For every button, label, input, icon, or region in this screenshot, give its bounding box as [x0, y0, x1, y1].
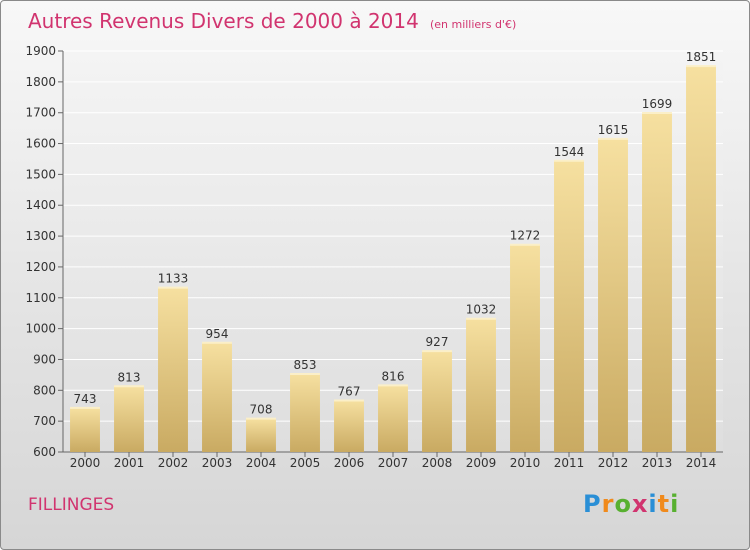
bar	[554, 160, 584, 452]
y-tick-label: 1000	[25, 322, 56, 336]
x-tick-label: 2011	[554, 456, 585, 470]
y-tick-label: 1100	[25, 291, 56, 305]
bar	[158, 287, 188, 452]
bar	[466, 318, 496, 452]
bar	[378, 385, 408, 452]
data-label: 1272	[510, 229, 541, 243]
x-tick-label: 2010	[510, 456, 541, 470]
bar	[334, 400, 364, 452]
x-tick-label: 2013	[642, 456, 673, 470]
chart-title: Autres Revenus Divers de 2000 à 2014	[28, 9, 419, 33]
data-label: 813	[118, 370, 141, 384]
data-label: 853	[294, 358, 317, 372]
y-tick-label: 700	[33, 414, 56, 428]
data-label: 954	[206, 327, 229, 341]
y-tick-label: 1800	[25, 75, 56, 89]
y-tick-label: 1400	[25, 198, 56, 212]
x-tick-label: 2003	[202, 456, 233, 470]
y-tick-label: 1700	[25, 106, 56, 120]
data-label: 1851	[686, 50, 717, 64]
y-tick-label: 800	[33, 383, 56, 397]
bar	[422, 351, 452, 452]
y-tick-label: 1600	[25, 137, 56, 151]
y-tick-label: 1300	[25, 229, 56, 243]
bar	[70, 407, 100, 452]
logo-letter: P	[583, 490, 602, 518]
bar	[510, 244, 540, 452]
x-tick-label: 2014	[686, 456, 717, 470]
x-tick-label: 2009	[466, 456, 497, 470]
x-tick-label: 2000	[70, 456, 101, 470]
x-tick-label: 2005	[290, 456, 321, 470]
y-tick-label: 600	[33, 445, 56, 459]
data-label: 1032	[466, 303, 497, 317]
data-label: 1615	[598, 123, 629, 137]
x-tick-label: 2006	[334, 456, 365, 470]
data-label: 927	[426, 335, 449, 349]
chart-title-block: Autres Revenus Divers de 2000 à 2014 (en…	[28, 9, 516, 33]
bar	[202, 342, 232, 452]
data-label: 1699	[642, 97, 673, 111]
bar	[290, 373, 320, 452]
x-tick-label: 2007	[378, 456, 409, 470]
y-tick-label: 1500	[25, 167, 56, 181]
data-label: 767	[338, 384, 361, 398]
data-label: 1133	[158, 272, 189, 286]
proxiti-logo: Proxiti	[583, 490, 679, 518]
bar	[598, 138, 628, 452]
y-tick-label: 1200	[25, 260, 56, 274]
x-tick-label: 2004	[246, 456, 277, 470]
x-tick-label: 2012	[598, 456, 629, 470]
chart-subtitle: (en milliers d'€)	[429, 18, 517, 31]
logo-letter: i	[670, 490, 680, 518]
data-label: 816	[382, 369, 405, 383]
bar	[114, 386, 144, 452]
data-label: 743	[74, 392, 97, 406]
bar	[686, 66, 716, 452]
logo-letter: t	[657, 490, 671, 518]
bar	[642, 113, 672, 453]
logo-letter: r	[601, 490, 615, 518]
data-label: 1544	[554, 145, 585, 159]
y-tick-label: 900	[33, 352, 56, 366]
logo-letter: i	[648, 490, 658, 518]
x-tick-label: 2002	[158, 456, 189, 470]
bar	[246, 418, 276, 452]
y-tick-label: 1900	[25, 44, 56, 58]
commune-name: FILLINGES	[28, 495, 115, 515]
data-label: 708	[250, 403, 273, 417]
logo-letter: x	[631, 490, 649, 518]
x-tick-label: 2008	[422, 456, 453, 470]
x-tick-label: 2001	[114, 456, 145, 470]
logo-letter: o	[614, 490, 632, 518]
